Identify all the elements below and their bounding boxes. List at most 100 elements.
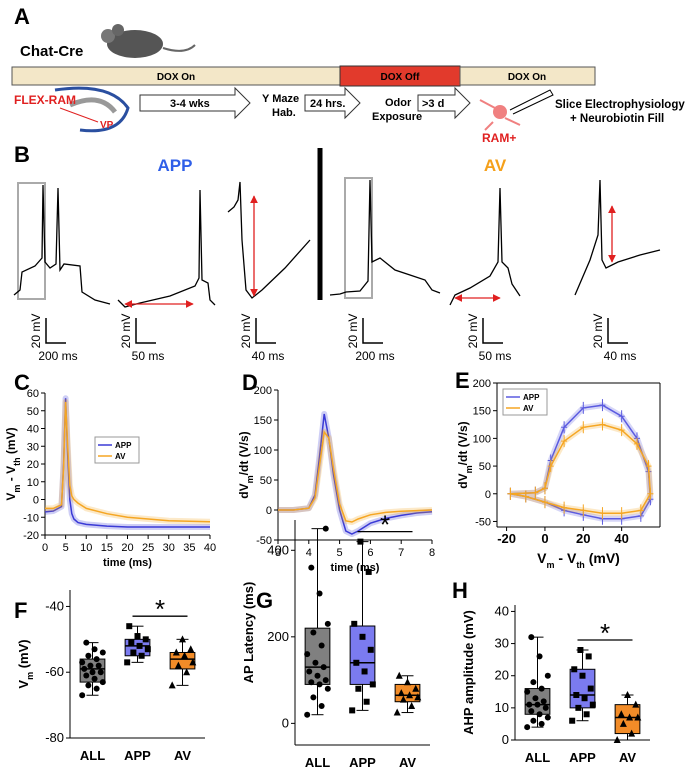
step: >3 d	[422, 98, 444, 110]
step: 3-4 wks	[170, 98, 210, 110]
x-tick-label: 30	[163, 542, 175, 554]
y-tick-label: 50	[260, 475, 272, 487]
point-marker	[547, 460, 554, 473]
scale-bar-label: 50 ms	[479, 349, 512, 363]
point	[91, 675, 98, 682]
panel-label: E	[455, 368, 470, 393]
point	[619, 719, 627, 727]
y-axis-label-part: m	[464, 465, 474, 473]
y-tick-label: 50	[27, 406, 39, 418]
legend-label: APP	[523, 393, 540, 402]
scale-bar	[135, 318, 156, 344]
error-band	[509, 402, 654, 522]
point	[183, 668, 191, 676]
point	[536, 711, 543, 718]
x-axis-label: Vm - Vth (mV)	[537, 550, 620, 570]
point	[587, 685, 594, 692]
point	[136, 642, 143, 649]
legend-box	[94, 436, 140, 464]
point	[310, 694, 317, 701]
point	[363, 698, 370, 705]
series-line	[278, 413, 433, 535]
point-marker	[637, 504, 644, 517]
y-tick-label: 200	[267, 629, 289, 644]
y-tick-label: 0	[282, 715, 289, 730]
step-arrow	[139, 86, 251, 120]
y-tick-label: 400	[267, 542, 289, 557]
y-tick-label: -50	[256, 535, 272, 547]
x-axis-label: time (ms)	[103, 557, 152, 569]
x-tick-label: 5	[337, 547, 343, 559]
step-arrow	[417, 86, 471, 120]
point	[581, 695, 588, 702]
cell: RAM+	[482, 131, 516, 145]
point	[367, 646, 374, 653]
point-marker	[580, 401, 587, 414]
x-tick-label: AV	[399, 755, 416, 768]
virus: FLEX-RAM	[14, 93, 76, 107]
point	[575, 704, 582, 711]
brain-icon	[69, 97, 117, 114]
x-tick-label: 5	[63, 542, 69, 554]
y-tick-label: 100	[254, 445, 272, 457]
x-tick-label: APP	[569, 750, 596, 765]
point	[569, 717, 576, 724]
x-tick-label: 20	[576, 531, 590, 546]
scale-bar-label: 20 mV	[29, 314, 43, 349]
series-line	[45, 401, 211, 523]
timeline-label: DOX On	[157, 72, 195, 83]
point	[83, 639, 90, 646]
point	[530, 679, 537, 686]
y-tick-label: 10	[27, 477, 39, 489]
point	[634, 713, 642, 721]
point	[530, 717, 537, 724]
series-line	[278, 430, 433, 523]
point	[399, 695, 407, 703]
point	[355, 685, 362, 692]
x-tick-label: 4	[306, 547, 312, 559]
y-tick-label: -10	[23, 512, 39, 524]
x-axis-label-part: m	[547, 560, 555, 570]
point	[404, 678, 411, 686]
panel-a: A Chat-Cre DOX On DOX Off DOX On FLEX-RA…	[11, 4, 685, 145]
y-tick-label: 30	[495, 636, 509, 651]
y-tick-label: 20	[27, 459, 39, 471]
panel-label: F	[14, 598, 27, 623]
point	[324, 685, 331, 692]
scale-bar	[482, 318, 503, 344]
scale-bar-label: 20 mV	[239, 314, 253, 349]
point-marker	[561, 501, 568, 514]
point	[628, 729, 636, 737]
point	[124, 659, 131, 666]
point	[128, 639, 135, 646]
point	[544, 672, 551, 679]
point	[79, 659, 86, 666]
point	[168, 681, 176, 689]
point-marker	[541, 496, 548, 509]
y-tick-label: -80	[45, 730, 64, 745]
x-tick-label: 8	[429, 547, 435, 559]
point	[542, 704, 549, 711]
point	[79, 692, 86, 699]
x-tick-label: 10	[80, 542, 92, 554]
point	[397, 689, 405, 697]
point	[353, 659, 360, 666]
panel-label: A	[14, 4, 30, 29]
y-tick-label: 0	[485, 489, 491, 501]
point	[174, 661, 182, 669]
point	[534, 701, 541, 708]
x-tick-label: AV	[619, 750, 636, 765]
scale-bar-label: 40 ms	[252, 349, 285, 363]
significance-label: *	[380, 510, 390, 540]
step: Hab.	[272, 107, 296, 119]
y-axis-label-part: AP Latency (ms)	[241, 582, 256, 684]
point	[526, 701, 533, 708]
point	[365, 568, 372, 575]
point	[318, 642, 325, 649]
significance-label: *	[155, 594, 165, 624]
y-axis-label-part: /dt (V/s)	[237, 431, 251, 475]
x-axis-label-part: (mV)	[585, 550, 620, 566]
x-tick-label: 25	[142, 542, 154, 554]
trace	[329, 179, 441, 296]
step-arrow	[304, 86, 361, 120]
